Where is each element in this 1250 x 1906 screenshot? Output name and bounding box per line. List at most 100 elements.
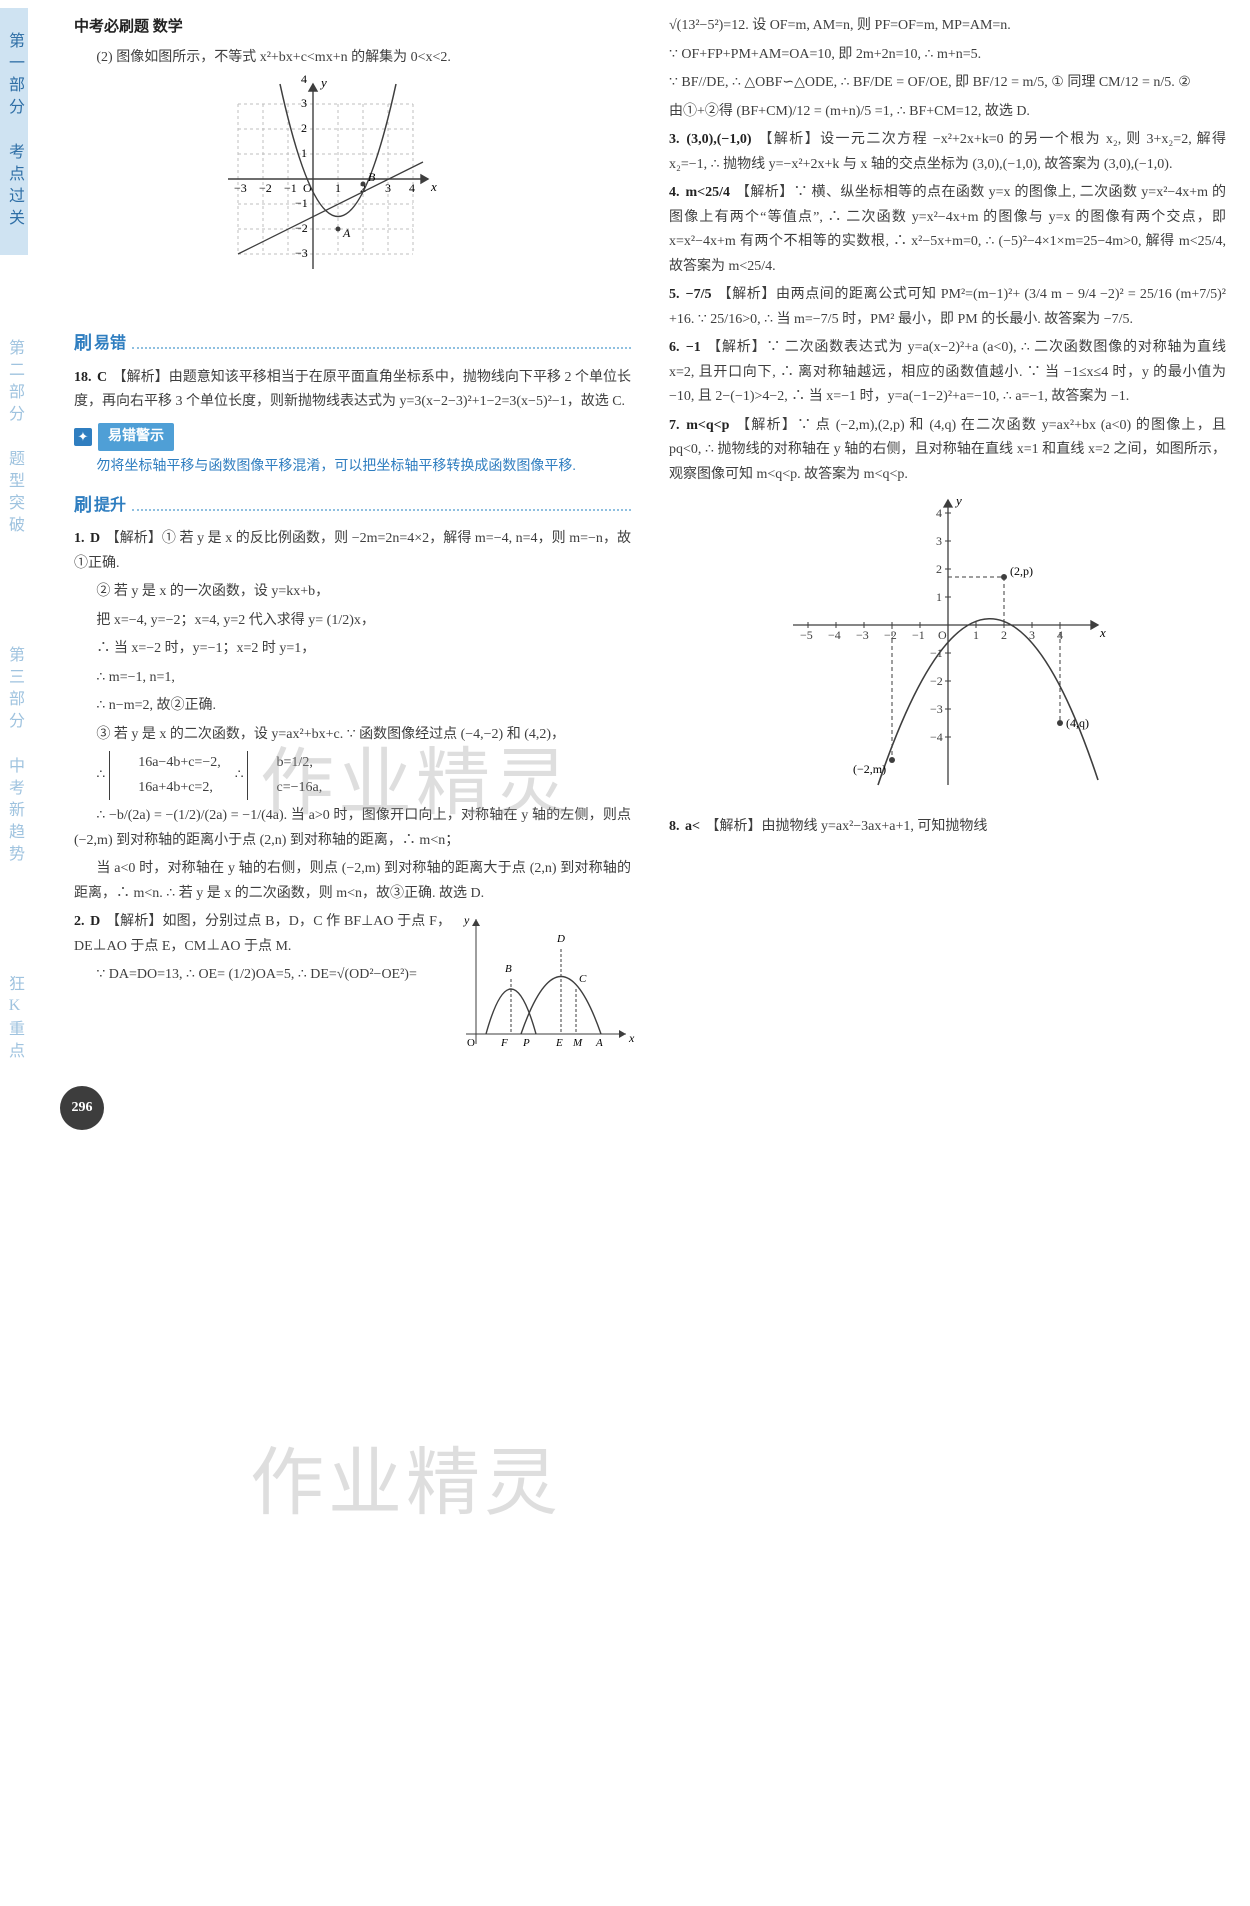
q-num: 1. [74, 531, 85, 546]
warn-row: ✦ 易错警示 [74, 423, 631, 452]
cont-1: √(13²−5²)=12. 设 OF=m, AM=n, 则 PF=OF=m, M… [669, 14, 1226, 39]
q-num: 3. [669, 132, 680, 147]
svg-text:4: 4 [409, 181, 415, 195]
q7: 7. m<q<p 【解析】∵ 点 (−2,m),(2,p) 和 (4,q) 在二… [669, 414, 1226, 488]
svg-text:E: E [555, 1037, 563, 1049]
sidebar-item-part1: 第一部分 考点过关 [0, 8, 28, 255]
q-ans: a< [685, 819, 700, 834]
svg-text:4: 4 [936, 506, 942, 520]
right-column: √(13²−5²)=12. 设 OF=m, AM=n, 则 PF=OF=m, M… [669, 14, 1226, 1088]
svg-text:3: 3 [936, 534, 942, 548]
q-num: 18. [74, 370, 92, 385]
q-text: 【解析】① 若 y 是 x 的反比例函数，则 −2m=2n=4×2，解得 m=−… [74, 531, 631, 571]
warn-text: 勿将坐标轴平移与函数图像平移混淆，可以把坐标轴平移转换成函数图像平移. [74, 455, 631, 480]
q-ans: −7/5 [686, 287, 712, 302]
svg-text:−1: −1 [284, 181, 297, 195]
section-shuayicuo: 刷 易错 [74, 328, 631, 360]
sidebar-item-part2: 第二部分 题型突破 [0, 315, 28, 562]
q5: 5. −7/5 【解析】由两点间的距离公式可知 PM²=(m−1)²+ (3/4… [669, 283, 1226, 332]
q1: 1. D 【解析】① 若 y 是 x 的反比例函数，则 −2m=2n=4×2，解… [74, 527, 631, 576]
graph-two-parabolas: x y O F P E M A B D [461, 914, 631, 1064]
q-ans: m<q<p [686, 418, 729, 433]
svg-text:−3: −3 [856, 628, 869, 642]
q1-t7: ③ 若 y 是 x 的二次函数，设 y=ax²+bx+c. ∵ 函数图像经过点 … [74, 723, 631, 748]
cont-2: ∵ OF+FP+PM+AM=OA=10, 即 2m+2n=10, ∴ m+n=5… [669, 43, 1226, 68]
svg-text:O: O [467, 1037, 475, 1049]
svg-text:A: A [342, 226, 351, 240]
q4: 4. m<25/4 【解析】∵ 横、纵坐标相等的点在函数 y=x 的图像上, 二… [669, 181, 1226, 279]
q-text: 【解析】∵ 点 (−2,m),(2,p) 和 (4,q) 在二次函数 y=ax²… [669, 418, 1226, 482]
warn-icon: ✦ [74, 428, 92, 446]
q-text: 【解析】如图，分别过点 B，D，C 作 BF⊥AO 于点 F，DE⊥AO 于点 … [74, 914, 451, 954]
q-text: 【解析】由题意知该平移相当于在原平面直角坐标系中，抛物线向下平移 2 个单位长度… [74, 370, 631, 410]
svg-text:(4,q): (4,q) [1066, 716, 1089, 730]
q1-t5: ∴ m=−1, n=1, [74, 666, 631, 691]
svg-text:−2: −2 [259, 181, 272, 195]
graph-parabola-line: x y O −3−2 −11 23 4 12 34 −1−2 −3 A [74, 79, 631, 319]
dots-divider-2 [132, 501, 631, 511]
svg-text:−4: −4 [930, 730, 943, 744]
svg-text:x: x [1099, 625, 1106, 640]
q-num: 7. [669, 418, 680, 433]
svg-text:3: 3 [301, 96, 307, 110]
sidebar-item-part4: 狂K重点 [0, 951, 28, 1088]
svg-text:−3: −3 [234, 181, 247, 195]
q1-t9: ∴ −b/(2a) = −(1/2)/(2a) = −1/(4a). 当 a>0… [74, 804, 631, 853]
q-ans: m<25/4 [685, 185, 730, 200]
section-sub: 易错 [94, 330, 126, 358]
svg-text:P: P [522, 1037, 530, 1049]
sidebar: 第一部分 考点过关 第二部分 题型突破 第三部分 中考新趋势 狂K重点 [0, 0, 52, 1148]
svg-text:2: 2 [936, 562, 942, 576]
svg-text:y: y [954, 493, 962, 508]
svg-text:2: 2 [301, 121, 307, 135]
svg-text:y: y [463, 913, 470, 927]
q-num: 8. [669, 819, 680, 834]
svg-text:C: C [579, 973, 587, 985]
svg-text:F: F [500, 1037, 508, 1049]
q1-t2: ② 若 y 是 x 的一次函数，设 y=kx+b， [74, 580, 631, 605]
svg-text:4: 4 [301, 72, 307, 86]
q2: 2. D x y O F [74, 910, 631, 959]
cont-4: 由①+②得 (BF+CM)/12 = (m+n)/5 =1, ∴ BF+CM=1… [669, 100, 1226, 125]
q-ans: C [97, 370, 107, 385]
svg-text:1: 1 [936, 590, 942, 604]
q-num: 2. [74, 914, 85, 929]
q1-t8: ∴ 16a−4b+c=−2, 16a+4b+c=2, ∴ b=1/2, c=−1… [74, 751, 631, 800]
q-ans: D [90, 914, 100, 929]
svg-text:1: 1 [973, 628, 979, 642]
q18: 18. C 【解析】由题意知该平移相当于在原平面直角坐标系中，抛物线向下平移 2… [74, 366, 631, 415]
q-text: 【解析】∵ 二次函数表达式为 y=a(x−2)²+a (a<0), ∴ 二次函数… [669, 340, 1226, 404]
svg-text:x: x [628, 1031, 635, 1045]
q1-t4: ∴ 当 x=−2 时，y=−1；x=2 时 y=1， [74, 637, 631, 662]
svg-text:−5: −5 [800, 628, 813, 642]
svg-text:1: 1 [301, 146, 307, 160]
svg-text:B: B [505, 963, 512, 975]
q-num: 4. [669, 185, 680, 200]
q1-t10: 当 a<0 时，对称轴在 y 轴的右侧，则点 (−2,m) 到对称轴的距离大于点… [74, 857, 631, 906]
q-text: 【解析】∵ 横、纵坐标相等的点在函数 y=x 的图像上, 二次函数 y=x²−4… [669, 185, 1226, 274]
svg-text:−3: −3 [930, 702, 943, 716]
sidebar-item-part3: 第三部分 中考新趋势 [0, 622, 28, 891]
warn-label: 易错警示 [98, 423, 174, 452]
q1-t3: 把 x=−4, y=−2；x=4, y=2 代入求得 y= (1/2)x， [74, 609, 631, 634]
svg-text:(2,p): (2,p) [1010, 564, 1033, 578]
svg-text:B: B [368, 170, 376, 184]
q-ans: D [90, 531, 100, 546]
section-label-2: 刷 [74, 490, 92, 522]
q-ans: (3,0),(−1,0) [686, 132, 751, 147]
left-column: 中考必刷题 数学 (2) 图像如图所示，不等式 x²+bx+c<mx+n 的解集… [74, 14, 631, 1088]
svg-text:−2: −2 [930, 674, 943, 688]
page-title: 中考必刷题 数学 [74, 14, 631, 40]
svg-text:−4: −4 [828, 628, 841, 642]
q-text: 【解析】由两点间的距离公式可知 PM²=(m−1)²+ (3/4 m − 9/4… [669, 287, 1226, 327]
svg-text:O: O [938, 628, 947, 642]
q-num: 5. [669, 287, 680, 302]
q-ans: −1 [686, 340, 701, 355]
q-num: 6. [669, 340, 680, 355]
graph-parabola-down: −5−4−3 −2−1O 1234 1234 −1−2−3−4 [669, 495, 1226, 805]
svg-text:−3: −3 [295, 246, 308, 260]
q6: 6. −1 【解析】∵ 二次函数表达式为 y=a(x−2)²+a (a<0), … [669, 336, 1226, 410]
section-label: 刷 [74, 328, 92, 360]
section-sub-2: 提升 [94, 492, 126, 520]
svg-text:3: 3 [385, 181, 391, 195]
